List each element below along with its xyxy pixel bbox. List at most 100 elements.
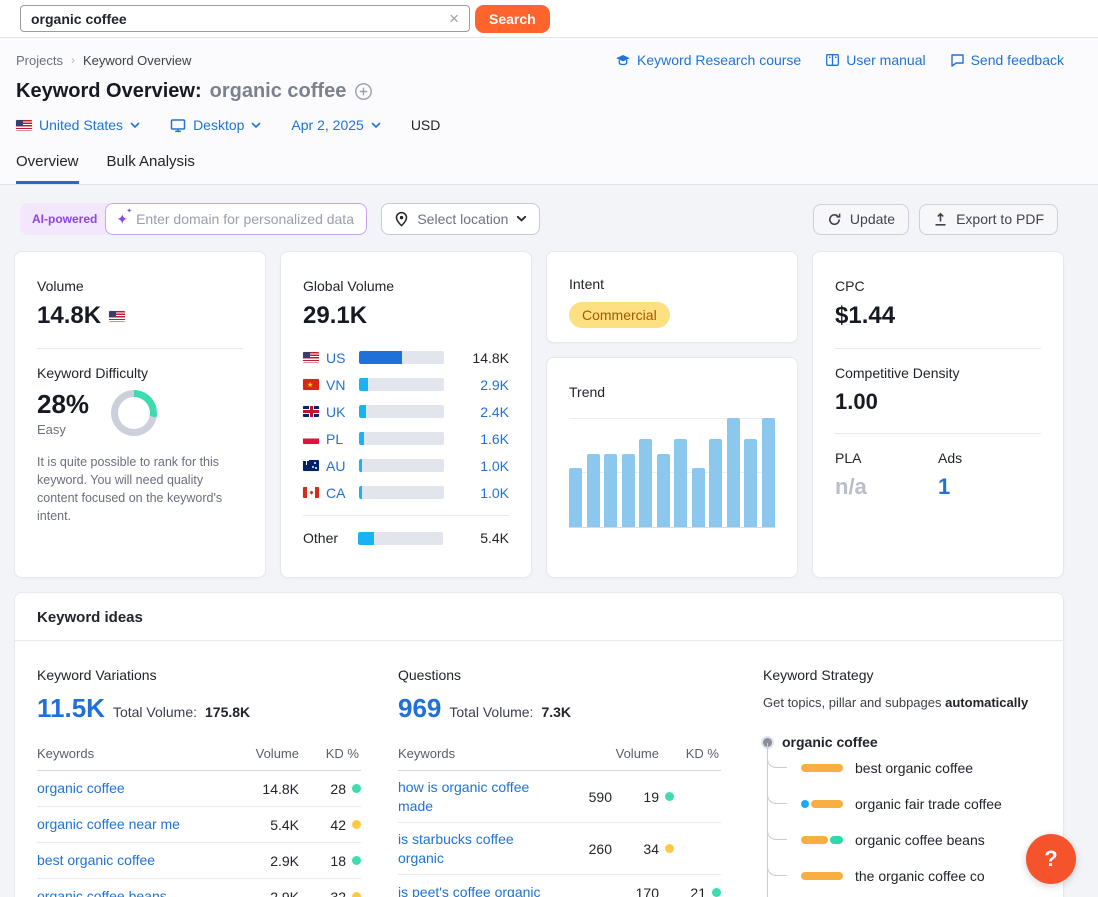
currency-label: USD	[410, 117, 441, 133]
keyword-link[interactable]: is starbucks coffee organic	[398, 830, 514, 866]
country-code-link[interactable]: US	[326, 349, 346, 366]
domain-input-box[interactable]: ✦	[105, 203, 368, 235]
other-volume-value: 5.4K	[480, 530, 509, 546]
keyword-link[interactable]: best organic coffee	[37, 852, 156, 869]
global-volume-card: Global Volume 29.1K US 14.8K VN 2.9K	[280, 251, 532, 578]
tree-branch-connector	[766, 743, 787, 768]
tab-overview[interactable]: Overview	[16, 153, 79, 184]
kd-cell: 28	[299, 781, 361, 797]
keyword-variations-count[interactable]: 11.5K	[37, 693, 105, 723]
country-volume-value[interactable]: 1.6K	[480, 430, 509, 447]
header-link-label: User manual	[846, 52, 926, 68]
tree-child-label[interactable]: organic fair trade coffee	[855, 796, 1002, 812]
ads-label: Ads	[938, 450, 963, 466]
tree-child-label[interactable]: the organic coffee co	[855, 868, 985, 884]
other-volume-bar	[358, 531, 443, 545]
keyword-link[interactable]: is peet's coffee organic	[398, 884, 541, 897]
tab-bulk-analysis[interactable]: Bulk Analysis	[106, 153, 195, 170]
trend-bar	[744, 438, 758, 527]
domain-input[interactable]	[136, 211, 357, 227]
country-volume-row: CA 1.0K	[303, 479, 509, 506]
keyword-link[interactable]: organic coffee	[37, 780, 125, 797]
country-code-link[interactable]: PL	[326, 430, 344, 447]
country-volume-value[interactable]: 1.0K	[480, 484, 509, 501]
country-filter-dropdown[interactable]: United States	[16, 117, 140, 133]
export-to-pdf-button[interactable]: Export to PDF	[919, 203, 1058, 235]
table-row: is peet's coffee organic 170 21	[398, 875, 721, 897]
questions-section: Questions 969 Total Volume: 7.3K Keyword…	[398, 667, 721, 897]
table-header: Keywords Volume KD %	[37, 746, 361, 771]
country-code-link[interactable]: CA	[326, 484, 346, 501]
keyword-difficulty-label: Keyword Difficulty	[37, 365, 149, 381]
search-button[interactable]: Search	[475, 4, 550, 33]
country-volume-value: 14.8K	[472, 349, 509, 366]
keyword-strategy-label: Keyword Strategy	[763, 667, 874, 683]
volume-cell: 2.9K	[270, 852, 299, 869]
tree-child-label[interactable]: organic coffee beans	[855, 832, 985, 848]
tree-child: organic coffee beans	[766, 815, 1041, 858]
competitive-density-label: Competitive Density	[835, 365, 960, 381]
update-button[interactable]: Update	[812, 203, 910, 235]
keyword-link[interactable]: how is organic coffee made	[398, 778, 530, 814]
device-filter-dropdown[interactable]: Desktop	[170, 117, 261, 133]
location-pin-icon	[396, 211, 408, 227]
country-volume-value[interactable]: 1.0K	[480, 457, 509, 474]
total-volume-value: 175.8K	[205, 704, 251, 720]
country-volume-bar	[359, 459, 444, 472]
book-icon	[825, 53, 840, 67]
tree-child-label[interactable]: best organic coffee	[855, 760, 974, 776]
ads-value[interactable]: 1	[938, 474, 951, 499]
breadcrumb-current: Keyword Overview	[82, 52, 192, 68]
kd-dot	[352, 820, 361, 829]
global-volume-label: Global Volume	[303, 278, 395, 294]
country-code-link[interactable]: AU	[326, 457, 346, 474]
country-code-link[interactable]: UK	[326, 403, 346, 420]
country-volume-value[interactable]: 2.9K	[480, 376, 509, 393]
add-keyword-icon[interactable]	[354, 82, 373, 101]
country-volume-bar	[359, 486, 444, 499]
intent-badge[interactable]: Commercial	[569, 302, 670, 328]
trend-bar	[691, 468, 705, 527]
send-feedback-link[interactable]: Send feedback	[950, 52, 1064, 68]
header-link-label: Keyword Research course	[637, 52, 802, 68]
keyword-link[interactable]: organic coffee beans	[37, 888, 167, 897]
clear-search-icon[interactable]: ×	[449, 9, 459, 28]
trend-bar	[709, 438, 723, 527]
header-link-label: Send feedback	[970, 52, 1064, 68]
cpc-value: $1.44	[835, 302, 896, 329]
user-manual-link[interactable]: User manual	[825, 52, 926, 68]
country-volume-value[interactable]: 2.4K	[480, 403, 509, 420]
kd-dot	[352, 856, 361, 865]
questions-count[interactable]: 969	[398, 693, 442, 723]
kd-cell: 32	[299, 889, 361, 897]
keyword-research-course-link[interactable]: Keyword Research course	[615, 52, 801, 68]
tree-branch-connector	[766, 779, 787, 804]
keyword-strategy-section: Keyword Strategy Get topics, pillar and …	[763, 667, 1041, 897]
keyword-link[interactable]: organic coffee near me	[37, 816, 180, 833]
volume-cell: 14.8K	[262, 780, 299, 797]
country-volume-bar	[359, 351, 444, 364]
select-location-dropdown[interactable]: Select location	[381, 203, 541, 235]
keyword-search-box[interactable]: ×	[20, 5, 470, 32]
search-input[interactable]	[31, 10, 448, 27]
trend-bar	[656, 453, 670, 527]
us-flag-icon	[16, 119, 32, 131]
kd-dot	[352, 784, 361, 793]
page-header: Projects › Keyword Overview Keyword Rese…	[0, 38, 1098, 185]
date-filter-dropdown[interactable]: Apr 2, 2025	[291, 117, 381, 133]
table-row: organic coffee 14.8K 28	[37, 771, 361, 807]
tree-child: the organic coffee co	[766, 851, 1041, 894]
country-code-link[interactable]: VN	[326, 376, 346, 393]
questions-label: Questions	[398, 667, 462, 683]
help-button[interactable]: ?	[1026, 834, 1076, 884]
pl-flag-icon	[303, 433, 319, 444]
trend-bar	[621, 453, 635, 527]
breadcrumb: Projects › Keyword Overview	[16, 53, 191, 68]
table-row: organic coffee near me 5.4K 42	[37, 807, 361, 843]
table-row: organic coffee beans 2.9K 32	[37, 879, 361, 897]
total-volume-label: Total Volume:	[449, 704, 534, 720]
breadcrumb-projects[interactable]: Projects	[16, 52, 63, 68]
country-volume-bar	[359, 432, 444, 445]
kd-dot	[712, 888, 721, 897]
table-row: how is organic coffee made 590 19	[398, 771, 721, 823]
